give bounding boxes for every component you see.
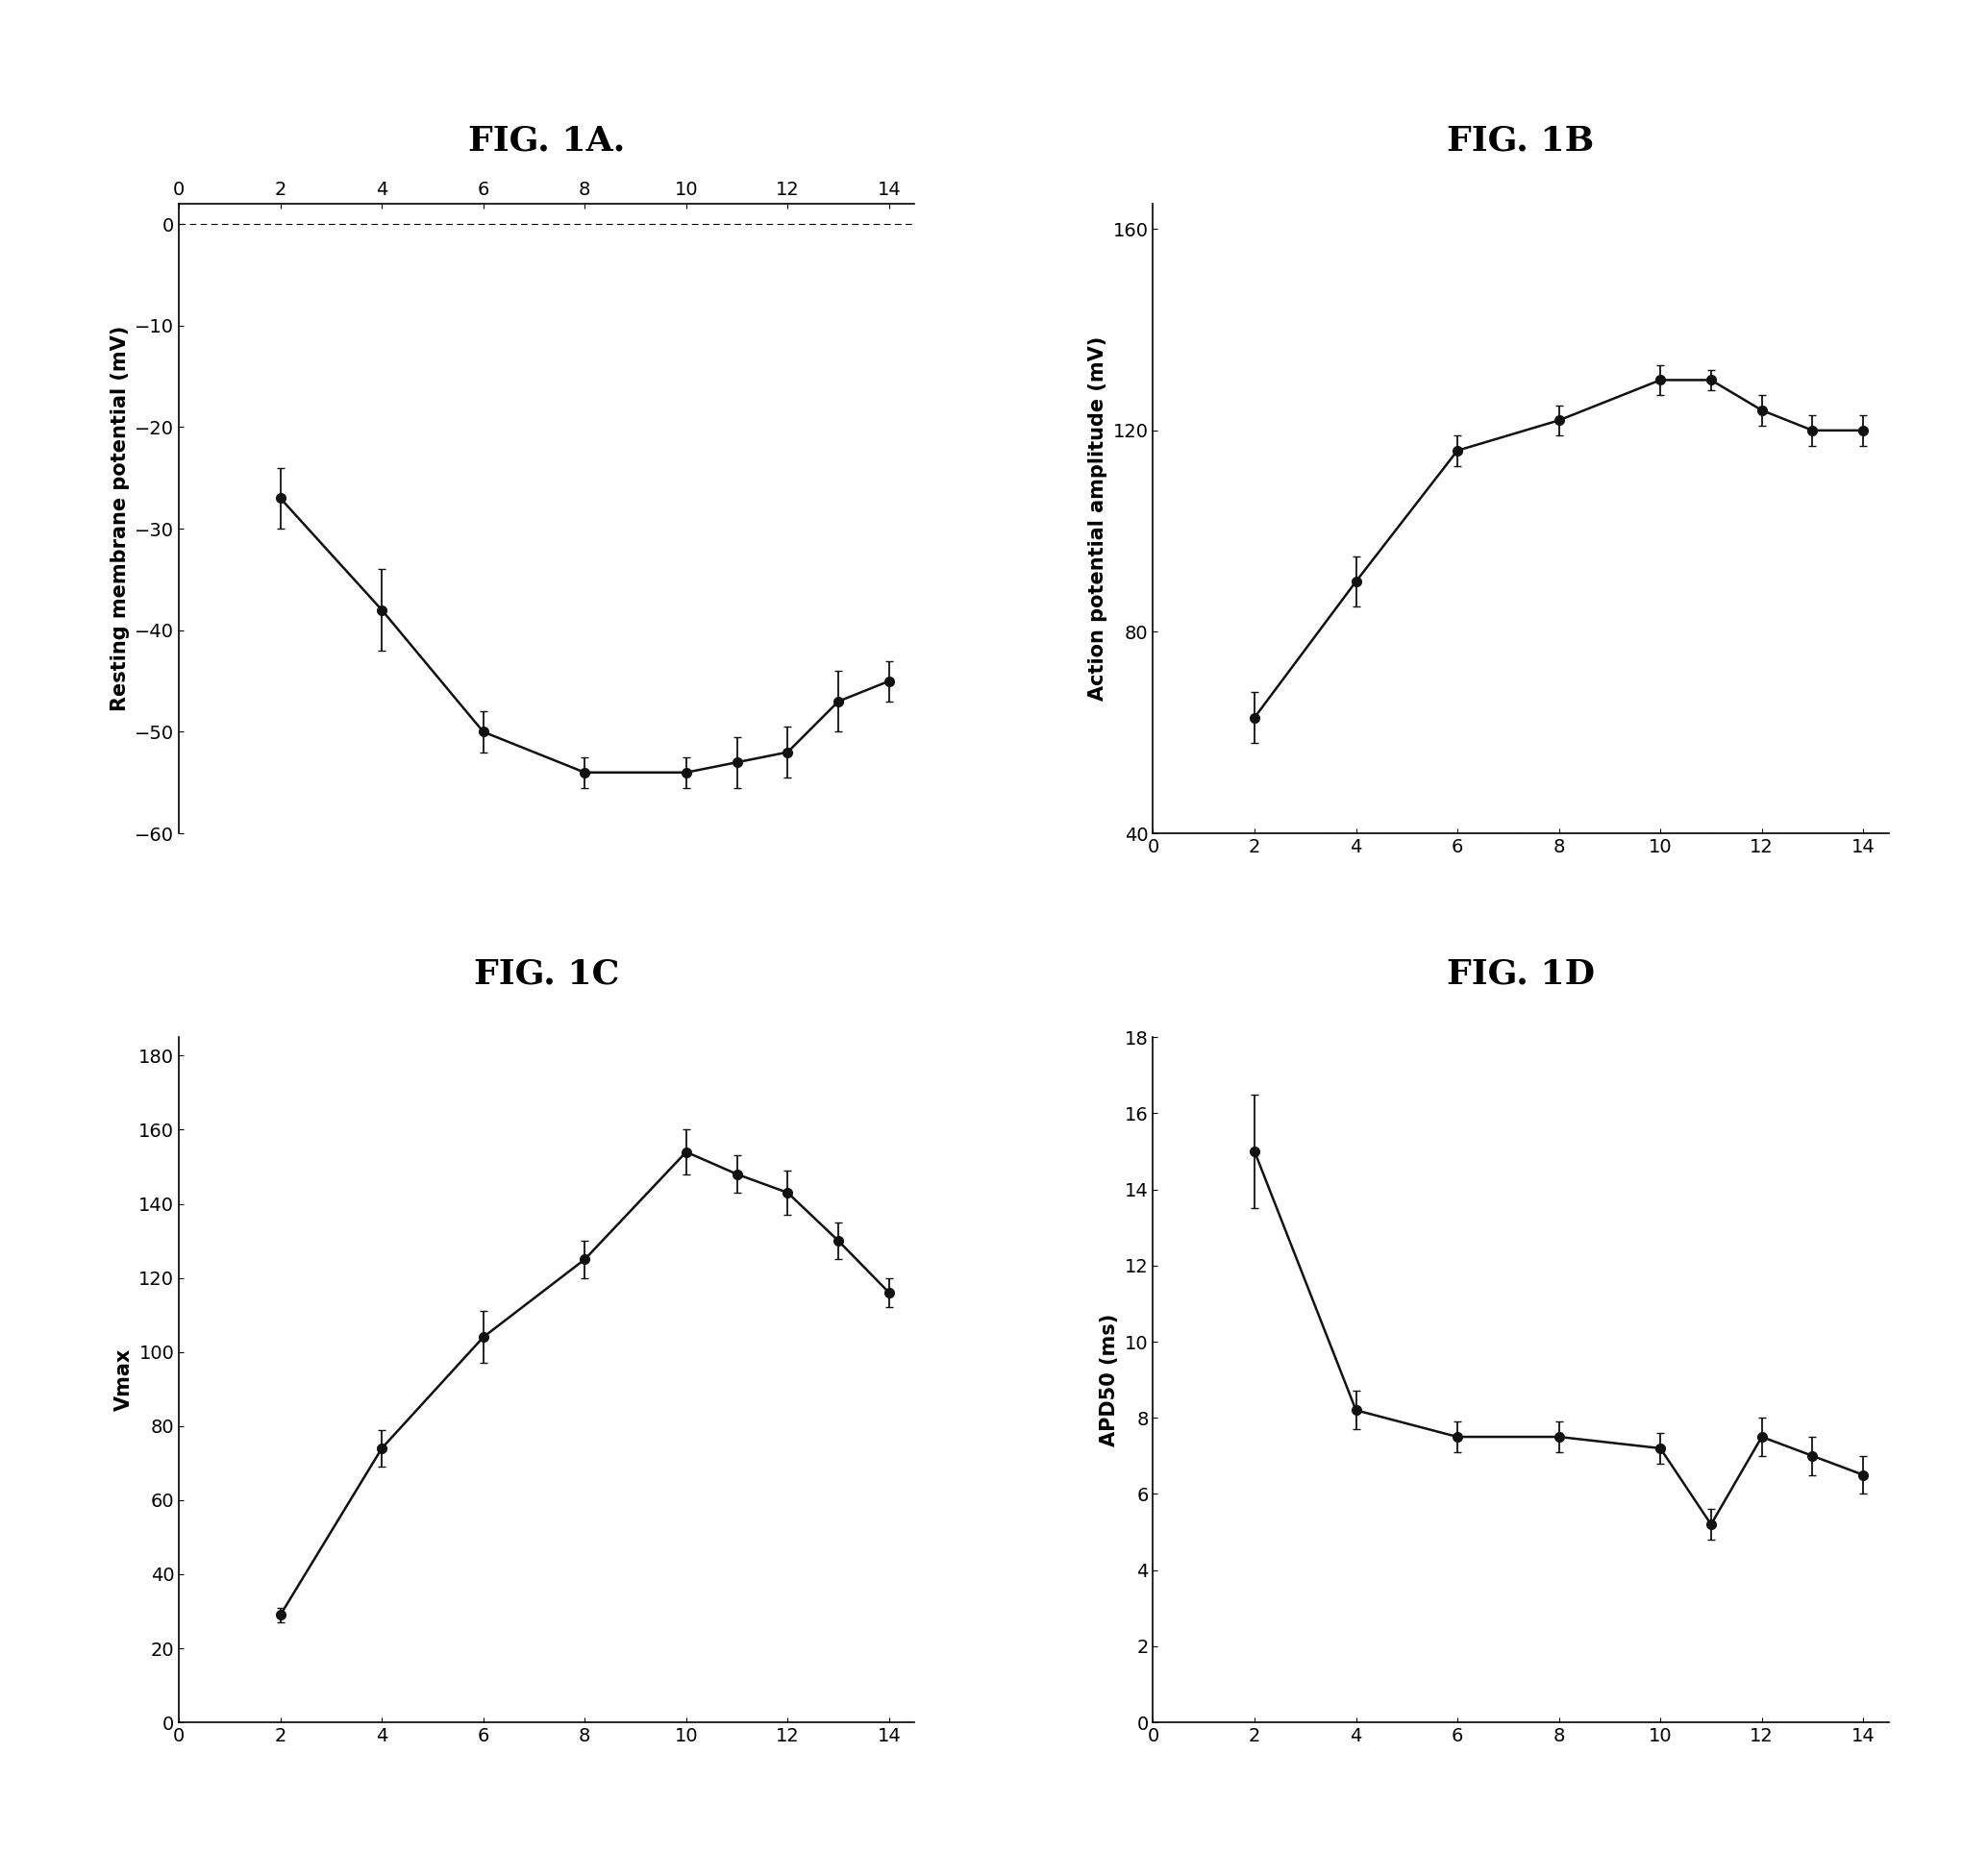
Text: FIG. 1D: FIG. 1D	[1447, 957, 1594, 991]
Y-axis label: APD50 (ms): APD50 (ms)	[1099, 1313, 1119, 1446]
Y-axis label: Vmax: Vmax	[113, 1348, 133, 1411]
Text: FIG. 1C: FIG. 1C	[473, 957, 620, 991]
Text: FIG. 1A.: FIG. 1A.	[469, 124, 624, 157]
Text: FIG. 1B: FIG. 1B	[1447, 124, 1594, 157]
Y-axis label: Action potential amplitude (mV): Action potential amplitude (mV)	[1087, 337, 1107, 700]
Y-axis label: Resting membrane potential (mV): Resting membrane potential (mV)	[109, 326, 129, 711]
